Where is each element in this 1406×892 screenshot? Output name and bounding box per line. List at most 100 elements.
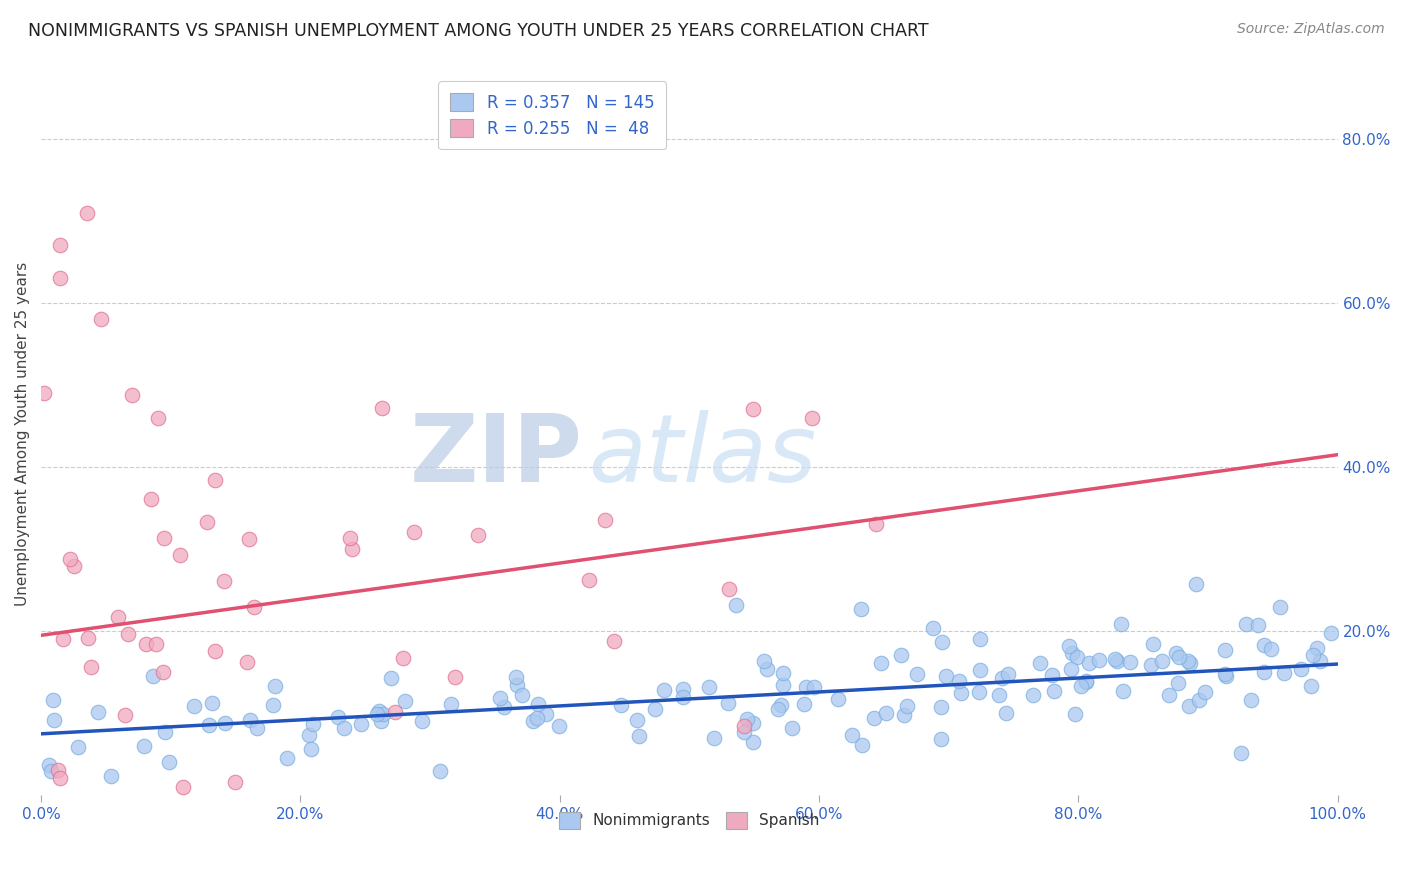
Point xyxy=(841,728,863,742)
Point xyxy=(49,238,72,252)
Text: ZIP: ZIP xyxy=(411,409,583,502)
Point xyxy=(172,780,194,794)
Point xyxy=(52,632,75,647)
Point xyxy=(301,716,323,731)
Point xyxy=(1185,577,1208,591)
Point xyxy=(593,513,616,527)
Point xyxy=(145,636,167,650)
Point xyxy=(198,718,221,732)
Point xyxy=(236,655,259,669)
Point xyxy=(380,672,402,686)
Point xyxy=(467,527,489,541)
Point xyxy=(38,757,60,772)
Point xyxy=(870,656,893,670)
Point xyxy=(1309,654,1331,668)
Point xyxy=(865,516,887,531)
Point xyxy=(134,739,156,753)
Point xyxy=(793,697,815,711)
Point xyxy=(724,599,747,613)
Text: Source: ZipAtlas.com: Source: ZipAtlas.com xyxy=(1237,22,1385,37)
Point xyxy=(948,674,970,689)
Point xyxy=(935,669,957,683)
Point xyxy=(1194,685,1216,699)
Point xyxy=(801,411,824,425)
Point xyxy=(1040,667,1063,681)
Point xyxy=(905,667,928,681)
Point xyxy=(735,712,758,726)
Point xyxy=(443,670,465,684)
Point xyxy=(950,686,973,700)
Point xyxy=(929,731,952,746)
Point xyxy=(246,721,269,735)
Point xyxy=(489,690,512,705)
Point xyxy=(263,680,285,694)
Point xyxy=(328,710,350,724)
Point xyxy=(741,734,763,748)
Point xyxy=(42,693,65,707)
Point xyxy=(157,755,180,769)
Point xyxy=(367,705,389,719)
Point xyxy=(875,706,897,720)
Point xyxy=(243,600,266,615)
Point xyxy=(100,769,122,783)
Point xyxy=(548,719,571,733)
Point xyxy=(141,491,163,506)
Point xyxy=(1111,617,1133,632)
Point xyxy=(394,694,416,708)
Point xyxy=(366,707,388,722)
Point xyxy=(770,698,793,712)
Point xyxy=(603,633,626,648)
Point xyxy=(931,634,953,648)
Point xyxy=(1063,707,1085,722)
Point xyxy=(733,725,755,739)
Point xyxy=(733,719,755,733)
Point xyxy=(1215,669,1237,683)
Point xyxy=(1088,653,1111,667)
Point xyxy=(195,515,218,529)
Point xyxy=(384,705,406,719)
Point xyxy=(276,751,298,765)
Point xyxy=(752,654,775,668)
Point xyxy=(1078,657,1101,671)
Point xyxy=(922,621,945,635)
Point xyxy=(697,680,720,694)
Point xyxy=(1302,648,1324,662)
Point xyxy=(1140,658,1163,673)
Text: NONIMMIGRANTS VS SPANISH UNEMPLOYMENT AMONG YOUTH UNDER 25 YEARS CORRELATION CHA: NONIMMIGRANTS VS SPANISH UNEMPLOYMENT AM… xyxy=(28,22,929,40)
Point xyxy=(114,708,136,723)
Point xyxy=(48,763,70,777)
Point xyxy=(239,713,262,727)
Point xyxy=(404,525,426,540)
Point xyxy=(1076,674,1098,689)
Point xyxy=(967,685,990,699)
Point xyxy=(1070,679,1092,693)
Point xyxy=(610,698,633,713)
Point xyxy=(107,610,129,624)
Point xyxy=(153,725,176,739)
Point xyxy=(652,682,675,697)
Point xyxy=(48,271,70,285)
Point xyxy=(262,698,284,713)
Point xyxy=(780,721,803,735)
Point xyxy=(1272,666,1295,681)
Point xyxy=(49,771,72,785)
Point xyxy=(969,664,991,678)
Point xyxy=(1168,650,1191,665)
Point xyxy=(333,721,356,735)
Point xyxy=(148,410,170,425)
Point xyxy=(772,677,794,691)
Point xyxy=(1253,638,1275,652)
Point xyxy=(1059,640,1081,654)
Point xyxy=(893,708,915,723)
Point xyxy=(204,473,226,487)
Point xyxy=(59,551,82,566)
Point xyxy=(1177,654,1199,668)
Point xyxy=(1074,673,1097,688)
Point xyxy=(703,731,725,746)
Point xyxy=(1240,693,1263,707)
Point xyxy=(212,574,235,588)
Point xyxy=(644,702,666,716)
Point xyxy=(766,702,789,716)
Point xyxy=(32,386,55,401)
Point xyxy=(117,626,139,640)
